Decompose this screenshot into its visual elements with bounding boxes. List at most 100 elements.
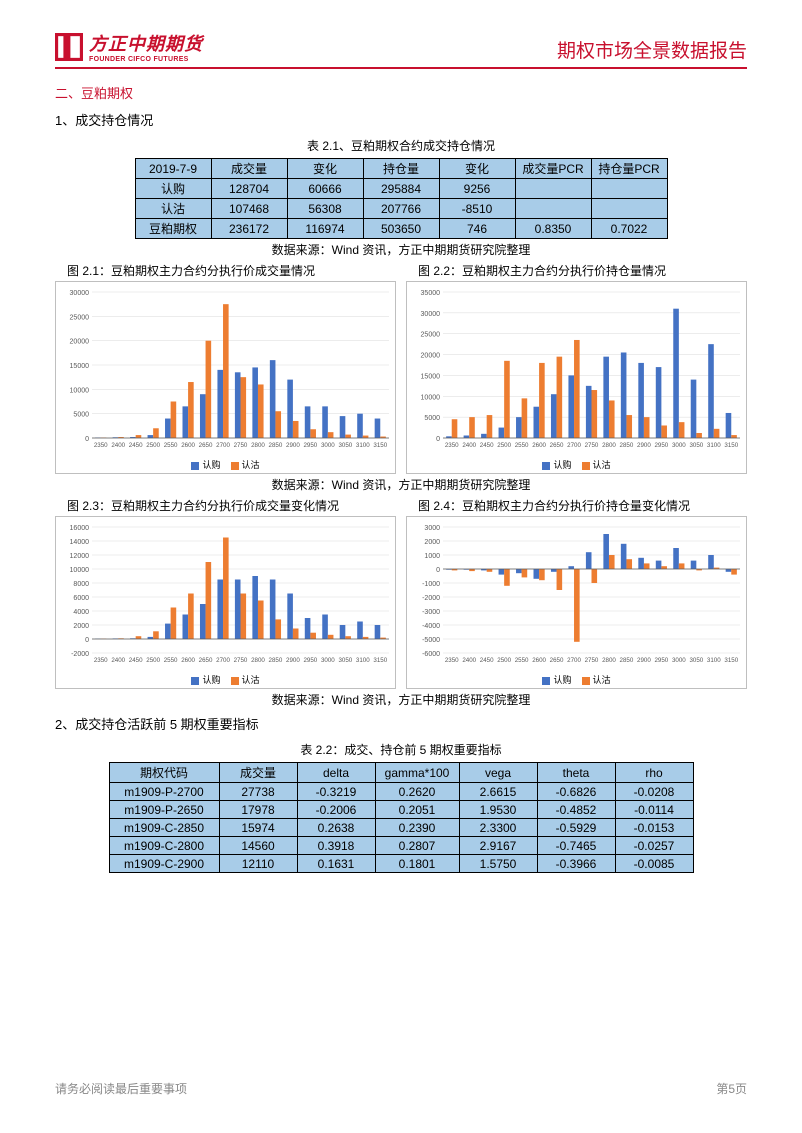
svg-text:2800: 2800: [251, 657, 265, 664]
chart24-legend: 认购认沽: [409, 673, 744, 686]
subsection-heading-2: 2、成交持仓活跃前 5 期权重要指标: [55, 714, 747, 733]
svg-text:2850: 2850: [620, 657, 634, 664]
svg-text:2450: 2450: [480, 442, 494, 449]
source-line-3: 数据来源：Wind 资讯，方正中期期货研究院整理: [55, 691, 747, 708]
svg-text:2500: 2500: [146, 442, 160, 449]
svg-text:2400: 2400: [111, 442, 125, 449]
svg-text:2550: 2550: [515, 657, 529, 664]
table-row: 认购128704606662958849256: [135, 179, 667, 199]
svg-text:3000: 3000: [321, 442, 335, 449]
logo-text-en: FOUNDER CIFCO FUTURES: [89, 56, 203, 63]
svg-text:2800: 2800: [251, 442, 265, 449]
svg-text:3050: 3050: [689, 657, 703, 664]
chart-row-1: 0500010000150002000025000300002350240024…: [55, 281, 747, 474]
svg-text:2850: 2850: [620, 442, 634, 449]
source-line-1: 数据来源：Wind 资讯，方正中期期货研究院整理: [55, 241, 747, 258]
chart22-title: 图 2.2：豆粕期权主力合约分执行价持仓量情况: [406, 262, 747, 279]
svg-text:2450: 2450: [480, 657, 494, 664]
logo-text-cn: 方正中期期货: [89, 30, 203, 56]
svg-text:-4000: -4000: [422, 623, 440, 630]
svg-text:3050: 3050: [338, 657, 352, 664]
svg-text:2650: 2650: [199, 657, 213, 664]
svg-text:2850: 2850: [269, 657, 283, 664]
svg-text:2450: 2450: [129, 442, 143, 449]
header-divider: [55, 67, 747, 69]
svg-text:0: 0: [436, 567, 440, 574]
svg-text:4000: 4000: [73, 609, 89, 616]
chart-titles-row1: 图 2.1：豆粕期权主力合约分执行价成交量情况 图 2.2：豆粕期权主力合约分执…: [55, 262, 747, 279]
svg-text:2650: 2650: [550, 657, 564, 664]
svg-text:3150: 3150: [373, 442, 387, 449]
table-2: 期权代码成交量deltagamma*100vegathetarhom1909-P…: [109, 762, 694, 873]
svg-text:5000: 5000: [424, 415, 440, 422]
svg-text:5000: 5000: [73, 412, 89, 419]
svg-text:2950: 2950: [303, 442, 317, 449]
svg-text:2950: 2950: [654, 657, 668, 664]
svg-text:2950: 2950: [654, 442, 668, 449]
svg-text:2550: 2550: [164, 442, 178, 449]
chart-22: 0500010000150002000025000300003500023502…: [406, 281, 747, 474]
svg-text:2700: 2700: [216, 657, 230, 664]
svg-text:-5000: -5000: [422, 637, 440, 644]
svg-text:2750: 2750: [234, 442, 248, 449]
svg-text:2350: 2350: [445, 657, 459, 664]
svg-text:2350: 2350: [94, 442, 108, 449]
chart24-svg: -6000-5000-4000-3000-2000-10000100020003…: [409, 521, 744, 671]
table-row: m1909-C-2800145600.39180.28072.9167-0.74…: [109, 837, 693, 855]
svg-text:2400: 2400: [462, 442, 476, 449]
svg-text:2800: 2800: [602, 657, 616, 664]
svg-text:2600: 2600: [181, 657, 195, 664]
svg-text:3050: 3050: [689, 442, 703, 449]
svg-text:2900: 2900: [286, 657, 300, 664]
svg-text:3150: 3150: [724, 657, 738, 664]
chart23-legend: 认购认沽: [58, 673, 393, 686]
svg-text:2600: 2600: [181, 442, 195, 449]
chart21-svg: 0500010000150002000025000300002350240024…: [58, 286, 393, 456]
chart22-legend: 认购认沽: [409, 458, 744, 471]
svg-text:3100: 3100: [356, 442, 370, 449]
svg-text:-2000: -2000: [71, 651, 89, 658]
svg-text:10000: 10000: [421, 394, 441, 401]
svg-text:3100: 3100: [707, 657, 721, 664]
svg-text:2700: 2700: [216, 442, 230, 449]
svg-text:0: 0: [436, 436, 440, 443]
table-1: 2019-7-9成交量变化持仓量变化成交量PCR持仓量PCR 认购1287046…: [135, 158, 668, 239]
table-row: m1909-C-2900121100.16310.18011.5750-0.39…: [109, 855, 693, 873]
table-row: m1909-P-270027738-0.32190.26202.6615-0.6…: [109, 783, 693, 801]
logo: 方正中期期货 FOUNDER CIFCO FUTURES: [55, 30, 203, 63]
footer-note: 请务必阅读最后重要事项: [55, 1080, 187, 1097]
table-row: m1909-C-2850159740.26380.23902.3300-0.59…: [109, 819, 693, 837]
chart21-legend: 认购认沽: [58, 458, 393, 471]
svg-text:35000: 35000: [421, 290, 441, 297]
svg-text:1000: 1000: [424, 553, 440, 560]
svg-text:20000: 20000: [421, 353, 441, 360]
svg-text:6000: 6000: [73, 595, 89, 602]
svg-text:2750: 2750: [234, 657, 248, 664]
svg-text:30000: 30000: [421, 311, 441, 318]
table-row: 认沽10746856308207766-8510: [135, 199, 667, 219]
source-line-2: 数据来源：Wind 资讯，方正中期期货研究院整理: [55, 476, 747, 493]
svg-text:2950: 2950: [303, 657, 317, 664]
svg-text:2550: 2550: [164, 657, 178, 664]
svg-text:2500: 2500: [497, 442, 511, 449]
svg-text:2000: 2000: [73, 623, 89, 630]
chart-row-2: -200002000400060008000100001200014000160…: [55, 516, 747, 689]
table-row: m1909-P-265017978-0.20060.20511.9530-0.4…: [109, 801, 693, 819]
chart-23: -200002000400060008000100001200014000160…: [55, 516, 396, 689]
svg-text:15000: 15000: [421, 373, 441, 380]
svg-text:2550: 2550: [515, 442, 529, 449]
chart22-svg: 0500010000150002000025000300003500023502…: [409, 286, 744, 456]
svg-text:10000: 10000: [70, 387, 90, 394]
svg-text:30000: 30000: [70, 290, 90, 297]
page-footer: 请务必阅读最后重要事项 第5页: [55, 1080, 747, 1097]
section-heading-2: 二、豆粕期权: [55, 83, 747, 102]
svg-text:0: 0: [85, 637, 89, 644]
svg-text:2000: 2000: [424, 539, 440, 546]
page-number: 第5页: [716, 1080, 747, 1097]
svg-text:2400: 2400: [111, 657, 125, 664]
svg-text:3100: 3100: [707, 442, 721, 449]
chart-titles-row2: 图 2.3：豆粕期权主力合约分执行价成交量变化情况 图 2.4：豆粕期权主力合约…: [55, 497, 747, 514]
table-row: 期权代码成交量deltagamma*100vegathetarho: [109, 763, 693, 783]
subsection-heading-1: 1、成交持仓情况: [55, 110, 747, 129]
svg-text:20000: 20000: [70, 339, 90, 346]
